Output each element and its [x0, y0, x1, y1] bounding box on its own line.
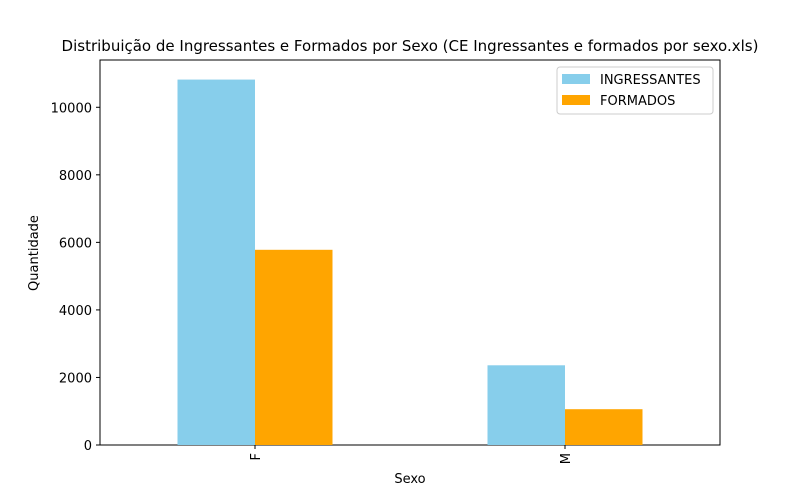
bars [177, 79, 643, 446]
legend-frame [556, 66, 714, 115]
y-tick-label: 0 [84, 439, 92, 454]
bar-ingressantes-m [487, 365, 565, 445]
y-tick-label: 10000 [51, 101, 92, 116]
legend: INGRESSANTES FORMADOS [556, 66, 714, 115]
legend-label-formados: FORMADOS [600, 94, 675, 109]
y-axis-label: Quantidade [27, 215, 42, 291]
axes-frame [99, 59, 721, 446]
y-tick-label: 2000 [59, 371, 92, 386]
y-axis: 0 2000 4000 6000 8000 10000 [51, 101, 100, 454]
chart-title: Distribuição de Ingressantes e Formados … [62, 37, 759, 55]
y-tick-label: 4000 [59, 304, 92, 319]
legend-label-ingressantes: INGRESSANTES [600, 73, 701, 88]
bar-formados-f [255, 249, 333, 445]
x-tick-label-m: M [559, 453, 574, 464]
y-tick-label: 8000 [59, 169, 92, 184]
x-axis-label: Sexo [394, 472, 425, 487]
y-tick-label: 6000 [59, 236, 92, 251]
x-tick-label-f: F [249, 453, 264, 460]
legend-swatch-ingressantes [562, 74, 590, 84]
bar-formados-m [565, 409, 643, 445]
bar-ingressantes-f [177, 79, 255, 446]
legend-swatch-formados [562, 95, 590, 105]
